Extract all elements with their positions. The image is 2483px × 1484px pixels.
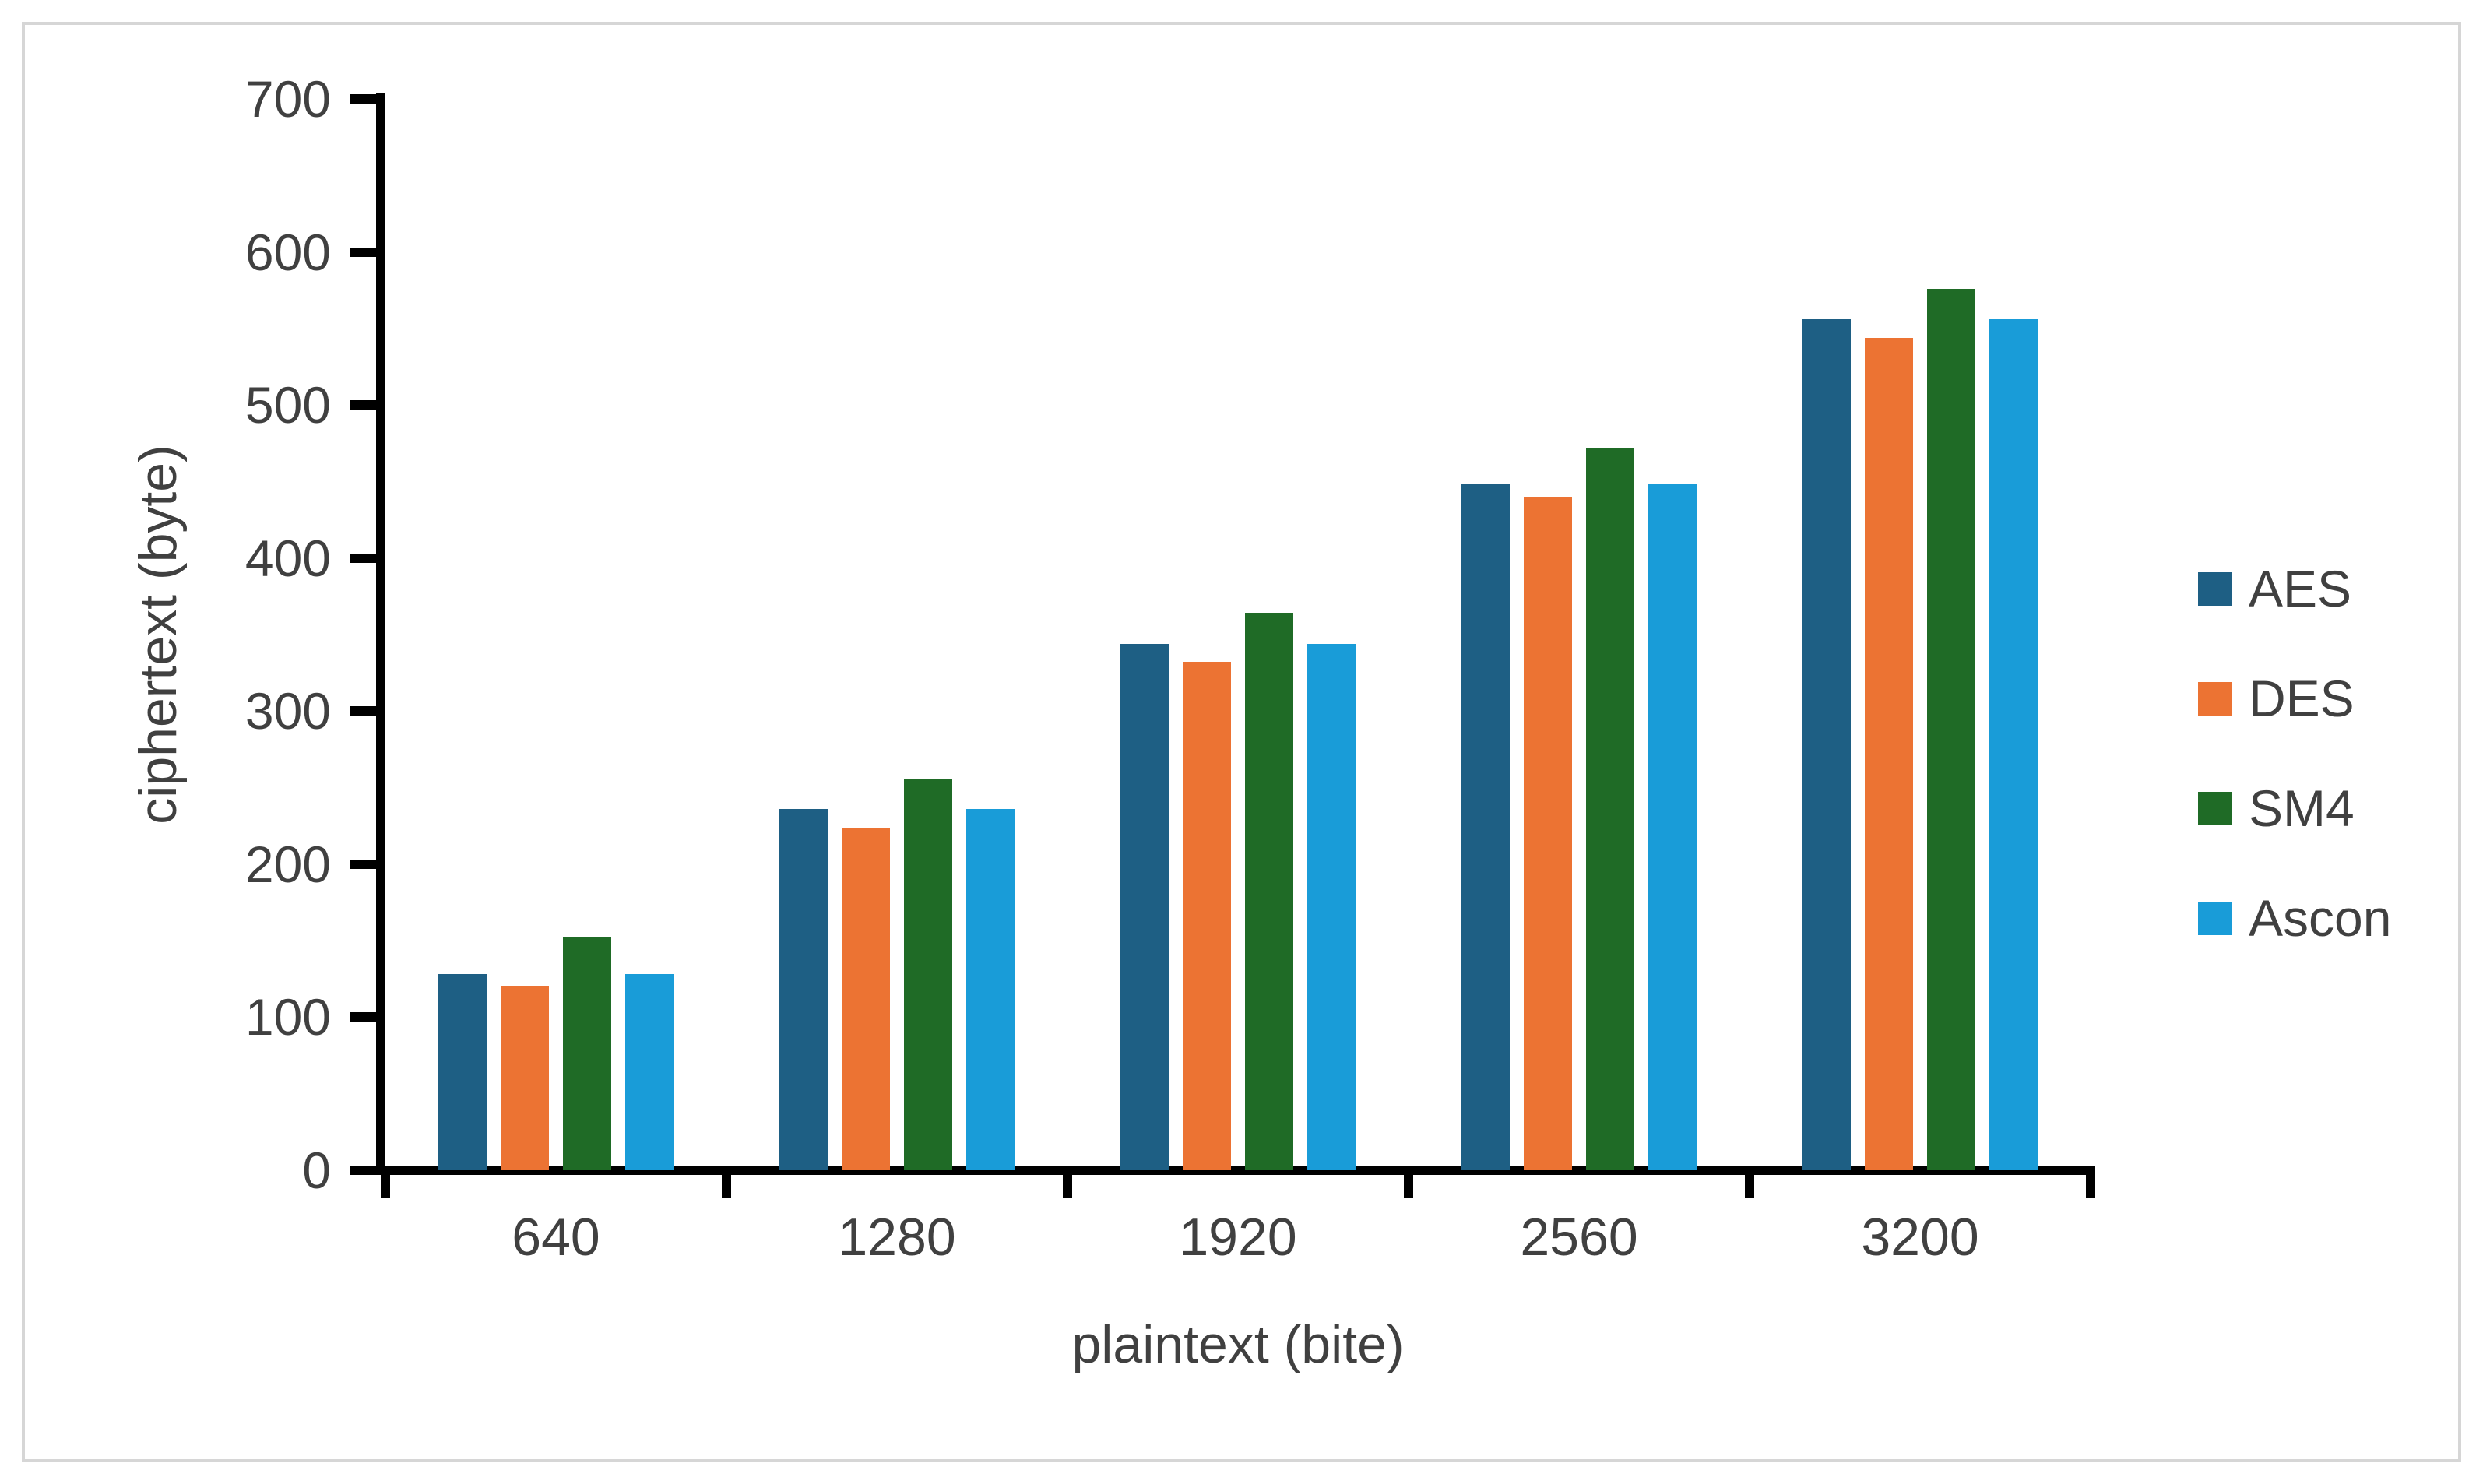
legend-swatch-des [2198,681,2232,716]
y-tick-label: 0 [302,1141,331,1199]
legend-item-aes: AES [2198,563,2391,614]
legend-item-ascon: Ascon [2198,892,2391,944]
bar-aes-640 [438,974,487,1170]
bar-ascon-1280 [966,809,1015,1170]
legend-swatch-ascon [2198,901,2232,935]
y-tick-mark [350,400,376,410]
x-category-label: 1920 [1179,1208,1297,1267]
x-tick-mark [722,1175,731,1198]
y-tick-label: 700 [244,70,331,128]
bar-des-2560 [1524,497,1572,1170]
bar-ascon-2560 [1648,484,1697,1170]
y-tick-mark [350,1166,376,1175]
x-category-label: 3200 [1861,1208,1979,1267]
bar-sm4-1280 [904,778,952,1170]
bar-sm4-640 [563,937,611,1170]
bar-sm4-2560 [1586,448,1634,1170]
bar-sm4-3200 [1927,288,1975,1170]
y-tick-mark [350,247,376,257]
y-tick-label: 500 [244,376,331,434]
bar-group-640 [385,99,726,1170]
x-tick-mark [1063,1175,1072,1198]
legend: AES DES SM4 Ascon [2198,563,2391,944]
y-tick-mark [350,706,376,716]
x-axis-title: plaintext (bite) [1071,1315,1405,1374]
x-tick-mark [381,1175,390,1198]
x-category-label: 1280 [838,1208,956,1267]
bar-group-3200 [1750,99,2091,1170]
y-tick-label: 400 [244,529,331,587]
x-tick-mark [2086,1175,2095,1198]
x-tick-mark [1745,1175,1754,1198]
bar-aes-1280 [779,809,828,1170]
legend-swatch-aes [2198,571,2232,606]
y-tick-mark [350,859,376,869]
bar-aes-1920 [1120,643,1169,1170]
bar-aes-3200 [1802,319,1851,1170]
legend-label: Ascon [2249,889,2392,947]
bar-ascon-1920 [1307,643,1356,1170]
x-category-label: 640 [512,1208,600,1267]
y-tick-mark [350,553,376,563]
bar-des-1280 [842,827,890,1170]
legend-label: AES [2249,560,2352,617]
x-tick-mark [1404,1175,1413,1198]
bar-des-1920 [1183,662,1231,1170]
legend-label: DES [2249,670,2355,727]
chart-frame-border [22,22,2461,1462]
y-axis-title: ciphertext (byte) [128,445,188,825]
y-tick-label: 600 [244,223,331,281]
plot-area: 0 100 200 300 400 500 600 700 640 1280 1920 2560 32… [128,73,2095,1371]
legend-item-sm4: SM4 [2198,782,2391,834]
bar-ascon-640 [625,974,674,1170]
bar-des-3200 [1865,337,1913,1170]
bar-aes-2560 [1461,484,1510,1170]
legend-item-des: DES [2198,673,2391,724]
x-category-label: 2560 [1520,1208,1638,1267]
bar-group-1920 [1067,99,1409,1170]
y-axis-line [376,93,385,1175]
bar-group-1280 [726,99,1067,1170]
legend-swatch-sm4 [2198,791,2232,825]
bar-ascon-3200 [1989,319,2038,1170]
y-tick-mark [350,1012,376,1022]
bar-group-2560 [1409,99,1750,1170]
legend-label: SM4 [2249,779,2355,837]
bar-des-640 [501,986,549,1170]
y-tick-mark [350,94,376,104]
y-tick-label: 100 [244,988,331,1046]
bar-sm4-1920 [1245,613,1293,1170]
y-tick-label: 300 [244,682,331,740]
y-tick-label: 200 [244,835,331,893]
